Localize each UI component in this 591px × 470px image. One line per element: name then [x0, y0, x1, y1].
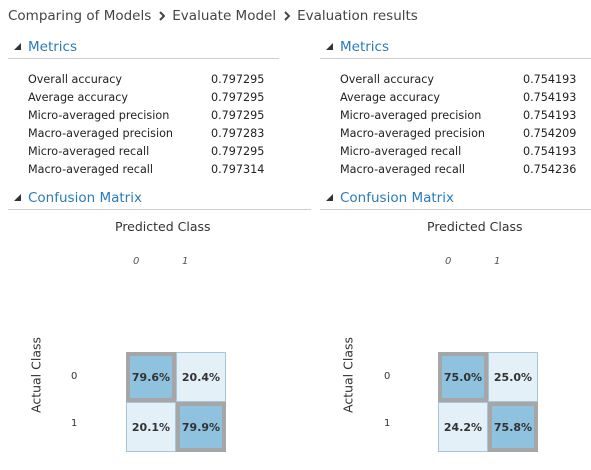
collapse-triangle-icon[interactable] — [11, 191, 25, 205]
metric-value: 0.754209 — [523, 126, 577, 140]
metric-row: Average accuracy 0.797295 — [8, 88, 279, 106]
metric-name: Macro-averaged precision — [28, 126, 174, 140]
metric-row: Average accuracy 0.754193 — [320, 88, 591, 106]
actual-class-label: Actual Class — [340, 336, 356, 414]
metric-row: Micro-averaged recall 0.797295 — [8, 142, 279, 160]
chevron-right-icon — [159, 11, 166, 21]
actual-class-label: Actual Class — [28, 336, 44, 414]
collapse-triangle-icon[interactable] — [323, 40, 337, 54]
metric-value: 0.754193 — [523, 144, 577, 158]
row-label: 1 — [384, 418, 391, 429]
metric-name: Micro-averaged precision — [28, 108, 170, 122]
metric-row: Micro-averaged precision 0.797295 — [8, 106, 279, 124]
confusion-cell: 79.6% — [126, 352, 176, 402]
metric-row: Micro-averaged precision 0.754193 — [320, 106, 591, 124]
metrics-table: Overall accuracy 0.754193 Average accura… — [320, 70, 591, 178]
metric-name: Average accuracy — [28, 90, 128, 104]
right-results-panel: Metrics Overall accuracy 0.754193 Averag… — [320, 36, 591, 210]
predicted-class-label: Predicted Class — [115, 219, 211, 234]
metric-name: Average accuracy — [340, 90, 440, 104]
metric-value: 0.754193 — [523, 90, 577, 104]
metric-value: 0.754236 — [523, 162, 577, 176]
column-label: 0 — [445, 256, 452, 267]
confusion-matrix-grid: 79.6% 20.4% 20.1% 79.9% — [126, 352, 226, 452]
confusion-cell: 25.0% — [488, 352, 538, 402]
confusion-cell: 24.2% — [438, 402, 488, 452]
metrics-section-title: Metrics — [340, 39, 390, 55]
collapse-triangle-icon[interactable] — [323, 191, 337, 205]
confusion-matrix-section-header[interactable]: Confusion Matrix — [320, 187, 591, 210]
confusion-matrix-section-title: Confusion Matrix — [28, 190, 142, 206]
row-label: 1 — [71, 418, 78, 429]
metric-value: 0.754193 — [523, 72, 577, 86]
metric-name: Overall accuracy — [340, 72, 435, 86]
metric-name: Macro-averaged recall — [340, 162, 466, 176]
row-label: 0 — [71, 371, 78, 382]
confusion-cell: 20.1% — [126, 402, 176, 452]
confusion-cell: 79.9% — [176, 402, 226, 452]
metric-name: Macro-averaged precision — [340, 126, 486, 140]
row-label: 0 — [384, 371, 391, 382]
metric-row: Macro-averaged precision 0.754209 — [320, 124, 591, 142]
column-label: 1 — [182, 256, 189, 267]
column-label: 0 — [133, 256, 140, 267]
confusion-cell: 75.8% — [488, 402, 538, 452]
metrics-section-header[interactable]: Metrics — [8, 36, 279, 59]
collapse-triangle-icon[interactable] — [11, 40, 25, 54]
metrics-section-header[interactable]: Metrics — [320, 36, 591, 59]
breadcrumb: Comparing of Models Evaluate Model Evalu… — [8, 6, 418, 26]
column-label: 1 — [494, 256, 501, 267]
metric-row: Overall accuracy 0.754193 — [320, 70, 591, 88]
metric-row: Macro-averaged recall 0.754236 — [320, 160, 591, 178]
metrics-section-title: Metrics — [28, 39, 78, 55]
metric-name: Micro-averaged recall — [340, 144, 462, 158]
metrics-table: Overall accuracy 0.797295 Average accura… — [8, 70, 279, 178]
metric-value: 0.797295 — [211, 72, 265, 86]
metric-name: Macro-averaged recall — [28, 162, 154, 176]
breadcrumb-item-current: Evaluation results — [297, 8, 418, 24]
metric-value: 0.797295 — [211, 90, 265, 104]
metric-name: Micro-averaged recall — [28, 144, 150, 158]
metric-name: Micro-averaged precision — [340, 108, 482, 122]
metric-value: 0.797295 — [211, 144, 265, 158]
metric-value: 0.797314 — [211, 162, 265, 176]
metric-row: Macro-averaged recall 0.797314 — [8, 160, 279, 178]
metric-row: Macro-averaged precision 0.797283 — [8, 124, 279, 142]
metric-name: Overall accuracy — [28, 72, 123, 86]
metric-row: Micro-averaged recall 0.754193 — [320, 142, 591, 160]
breadcrumb-item-experiment[interactable]: Comparing of Models — [8, 8, 152, 24]
predicted-class-label: Predicted Class — [427, 219, 523, 234]
confusion-cell: 20.4% — [176, 352, 226, 402]
metric-value: 0.754193 — [523, 108, 577, 122]
metric-value: 0.797283 — [211, 126, 265, 140]
breadcrumb-item-module[interactable]: Evaluate Model — [172, 8, 277, 24]
confusion-cell: 75.0% — [438, 352, 488, 402]
metric-value: 0.797295 — [211, 108, 265, 122]
confusion-matrix-section-header[interactable]: Confusion Matrix — [8, 187, 311, 210]
confusion-matrix-section-title: Confusion Matrix — [340, 190, 454, 206]
chevron-right-icon — [284, 11, 291, 21]
metric-row: Overall accuracy 0.797295 — [8, 70, 279, 88]
confusion-matrix-grid: 75.0% 25.0% 24.2% 75.8% — [438, 352, 538, 452]
left-results-panel: Metrics Overall accuracy 0.797295 Averag… — [8, 36, 311, 210]
